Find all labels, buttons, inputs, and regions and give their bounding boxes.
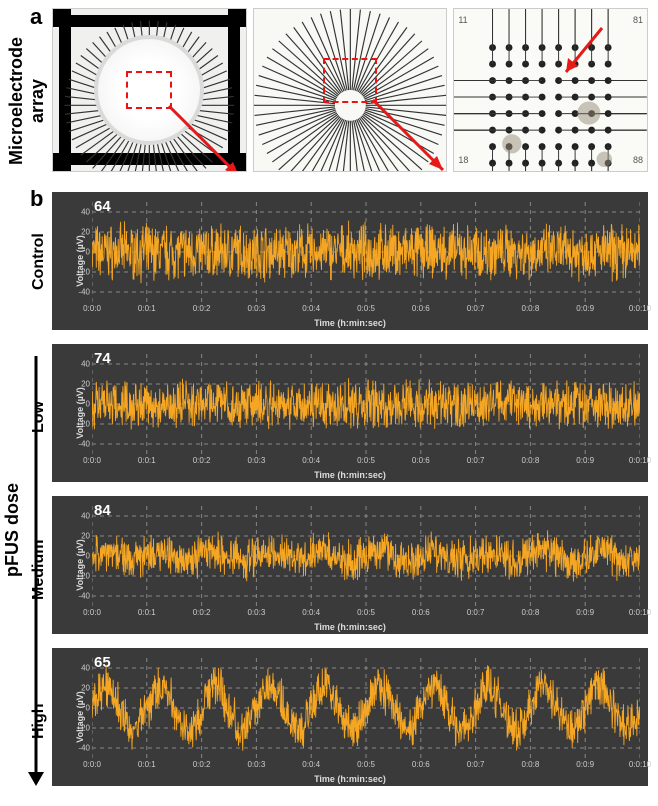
panel-b-waveforms: 64 Voltage (µV) Time (h:min:sec) -40-200… xyxy=(52,192,648,786)
x-axis-label: Time (h:min:sec) xyxy=(314,318,386,328)
panel-a-label: a xyxy=(30,4,42,30)
x-axis-label: Time (h:min:sec) xyxy=(314,622,386,632)
y-ticks: -40-2002040 xyxy=(66,506,90,606)
mea3-label-18: 18 xyxy=(458,155,468,165)
x-ticks: 0:0:00:0:10:0:20:0:30:0:40:0:50:0:60:0:7… xyxy=(92,608,640,620)
x-axis-label: Time (h:min:sec) xyxy=(314,470,386,480)
dose-arrow xyxy=(28,356,44,786)
panel-a-images: 11 81 18 88 xyxy=(52,8,648,172)
x-ticks: 0:0:00:0:10:0:20:0:30:0:40:0:50:0:60:0:7… xyxy=(92,760,640,772)
mea-mid-view xyxy=(253,8,448,172)
waveform-plot xyxy=(92,506,640,606)
mea3-label-81: 81 xyxy=(633,15,643,25)
mea-y-label: Microelectrode array xyxy=(6,36,48,166)
waveform-control: 64 Voltage (µV) Time (h:min:sec) -40-200… xyxy=(52,192,648,330)
x-ticks: 0:0:00:0:10:0:20:0:30:0:40:0:50:0:60:0:7… xyxy=(92,456,640,468)
mea1-red-arrow xyxy=(169,106,246,171)
y-ticks: -40-2002040 xyxy=(66,202,90,302)
cond-control: Control xyxy=(30,232,48,292)
mea3-red-arrow xyxy=(562,28,620,77)
mea2-red-box xyxy=(323,58,377,103)
dose-label: pFUS dose xyxy=(2,470,23,590)
waveform-plot xyxy=(92,202,640,302)
y-ticks: -40-2002040 xyxy=(66,658,90,758)
waveform-low: 74 Voltage (µV) Time (h:min:sec) -40-200… xyxy=(52,344,648,482)
panel-b-label: b xyxy=(30,186,43,212)
mea3-label-88: 88 xyxy=(633,155,643,165)
y-ticks: -40-2002040 xyxy=(66,354,90,454)
waveform-medium: 84 Voltage (µV) Time (h:min:sec) -40-200… xyxy=(52,496,648,634)
waveform-plot xyxy=(92,354,640,454)
mea2-red-arrow xyxy=(373,100,447,171)
mea1-red-box xyxy=(126,71,172,110)
waveform-high: 65 Voltage (µV) Time (h:min:sec) -40-200… xyxy=(52,648,648,786)
mea-close-view: 11 81 18 88 xyxy=(453,8,648,172)
mea3-label-11: 11 xyxy=(458,15,467,25)
mea-full-view xyxy=(52,8,247,172)
x-ticks: 0:0:00:0:10:0:20:0:30:0:40:0:50:0:60:0:7… xyxy=(92,304,640,316)
x-axis-label: Time (h:min:sec) xyxy=(314,774,386,784)
waveform-plot xyxy=(92,658,640,758)
